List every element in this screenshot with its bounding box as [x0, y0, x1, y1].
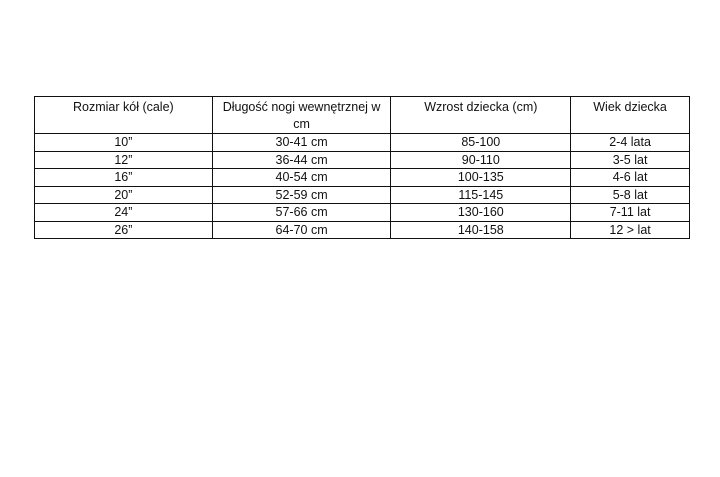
cell-wheel-size: 26” [34, 220, 213, 239]
cell-child-height: 85-100 [390, 133, 572, 152]
cell-inseam: 64-70 cm [211, 220, 392, 239]
cell-child-height: 130-160 [390, 203, 572, 222]
cell-inseam: 36-44 cm [211, 150, 392, 169]
cell-inseam: 40-54 cm [211, 168, 392, 187]
table-row: 12” 36-44 cm 90-110 3-5 lat [34, 150, 690, 169]
cell-wheel-size: 12” [34, 150, 213, 169]
header-child-height: Wzrost dziecka (cm) [390, 96, 572, 134]
header-child-age: Wiek dziecka [570, 96, 690, 134]
table-row: 16” 40-54 cm 100-135 4-6 lat [34, 168, 690, 187]
header-inseam: Długość nogi wewnętrznej w cm [211, 96, 392, 134]
cell-wheel-size: 24” [34, 203, 213, 222]
cell-wheel-size: 10” [34, 133, 213, 152]
cell-wheel-size: 20” [34, 185, 213, 204]
table-row: 10” 30-41 cm 85-100 2-4 lata [34, 133, 690, 152]
cell-child-age: 7-11 lat [570, 203, 690, 222]
cell-child-height: 115-145 [390, 185, 572, 204]
cell-child-age: 12 > lat [570, 220, 690, 239]
header-row: Rozmiar kół (cale) Długość nogi wewnętrz… [34, 96, 690, 134]
cell-child-height: 100-135 [390, 168, 572, 187]
cell-child-age: 3-5 lat [570, 150, 690, 169]
table-row: 20” 52-59 cm 115-145 5-8 lat [34, 185, 690, 204]
cell-child-age: 5-8 lat [570, 185, 690, 204]
table-row: 24” 57-66 cm 130-160 7-11 lat [34, 203, 690, 222]
cell-child-age: 4-6 lat [570, 168, 690, 187]
header-wheel-size: Rozmiar kół (cale) [34, 96, 213, 134]
cell-child-height: 140-158 [390, 220, 572, 239]
cell-inseam: 57-66 cm [211, 203, 392, 222]
cell-child-age: 2-4 lata [570, 133, 690, 152]
table-row: 26” 64-70 cm 140-158 12 > lat [34, 220, 690, 239]
cell-wheel-size: 16” [34, 168, 213, 187]
cell-child-height: 90-110 [390, 150, 572, 169]
cell-inseam: 52-59 cm [211, 185, 392, 204]
cell-inseam: 30-41 cm [211, 133, 392, 152]
size-chart-table: Rozmiar kół (cale) Długość nogi wewnętrz… [34, 96, 690, 239]
